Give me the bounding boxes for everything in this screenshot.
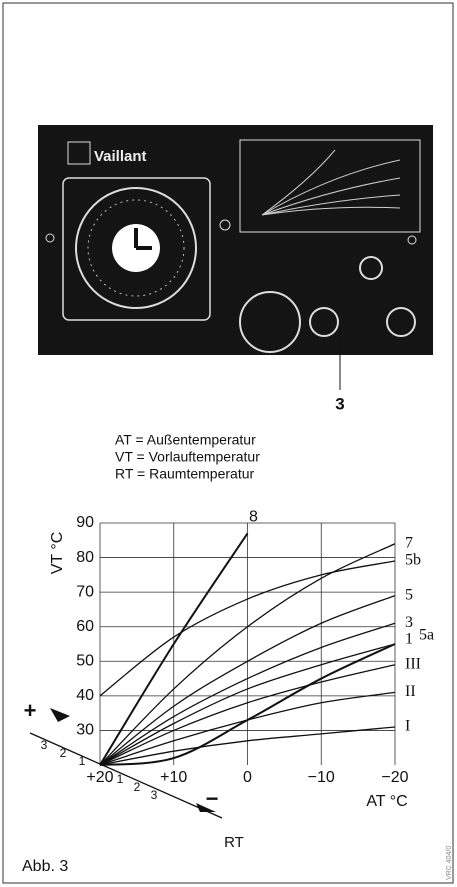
rt-minus: − — [206, 786, 219, 811]
y-tick-label: 80 — [76, 549, 94, 566]
rt-tick-label: 3 — [151, 788, 158, 802]
y-tick-label: 30 — [76, 722, 94, 739]
rt-tick-label: 2 — [60, 746, 67, 760]
legend-line: RT = Raumtemperatur — [115, 466, 254, 482]
chart: 30 40 50 60 70 80 90 +20 +10 0 −10 −20 VT °C AT °C + − R… — [24, 509, 435, 851]
curve-label: 5b — [405, 552, 421, 569]
device-panel: Vaillant — [38, 125, 433, 390]
rt-tick-label: 3 — [41, 738, 48, 752]
x-tick-label: −10 — [308, 769, 335, 786]
curve-label: 3 — [405, 614, 413, 631]
caption: Abb. 3 — [22, 858, 68, 875]
rt-tick-label: 1 — [117, 772, 124, 786]
legend-line: VT = Vorlauftemperatur — [115, 449, 260, 465]
legend-line: AT = Außentemperatur — [115, 432, 256, 448]
y-tick-label: 50 — [76, 653, 94, 670]
curve-label: II — [405, 683, 416, 700]
curve-label: 1 — [405, 631, 413, 648]
x-axis-label: AT °C — [366, 793, 407, 810]
y-tick-label: 90 — [76, 514, 94, 531]
x-tick-label: +20 — [86, 769, 113, 786]
rt-tick-label: 2 — [134, 780, 141, 794]
curve-label: III — [405, 655, 421, 672]
rt-arrow — [50, 708, 70, 722]
brand: Vaillant — [94, 148, 147, 165]
curve-label: 7 — [405, 534, 413, 551]
x-tick-label: 0 — [243, 769, 252, 786]
doc-code: VRC 404/0 — [446, 846, 453, 880]
y-tick-label: 40 — [76, 687, 94, 704]
page: Vaillant 3 AT = Außentemperatur VT = Vor… — [0, 0, 457, 887]
y-tick-label: 70 — [76, 583, 94, 600]
y-axis-label: VT °C — [49, 532, 66, 575]
rt-plus: + — [24, 698, 37, 723]
curve-label: I — [405, 718, 410, 735]
rt-tick-label: 1 — [79, 754, 86, 768]
callout-label: 3 — [335, 394, 344, 413]
curve-label: 5a — [419, 627, 434, 644]
x-tick-label: −20 — [381, 769, 408, 786]
rt-label: RT — [224, 834, 244, 851]
x-tick-label: +10 — [160, 769, 187, 786]
y-tick-label: 60 — [76, 618, 94, 635]
document: Vaillant 3 AT = Außentemperatur VT = Vor… — [0, 0, 457, 887]
curve-label: 5 — [405, 586, 413, 603]
curve-label: 8 — [249, 509, 258, 526]
